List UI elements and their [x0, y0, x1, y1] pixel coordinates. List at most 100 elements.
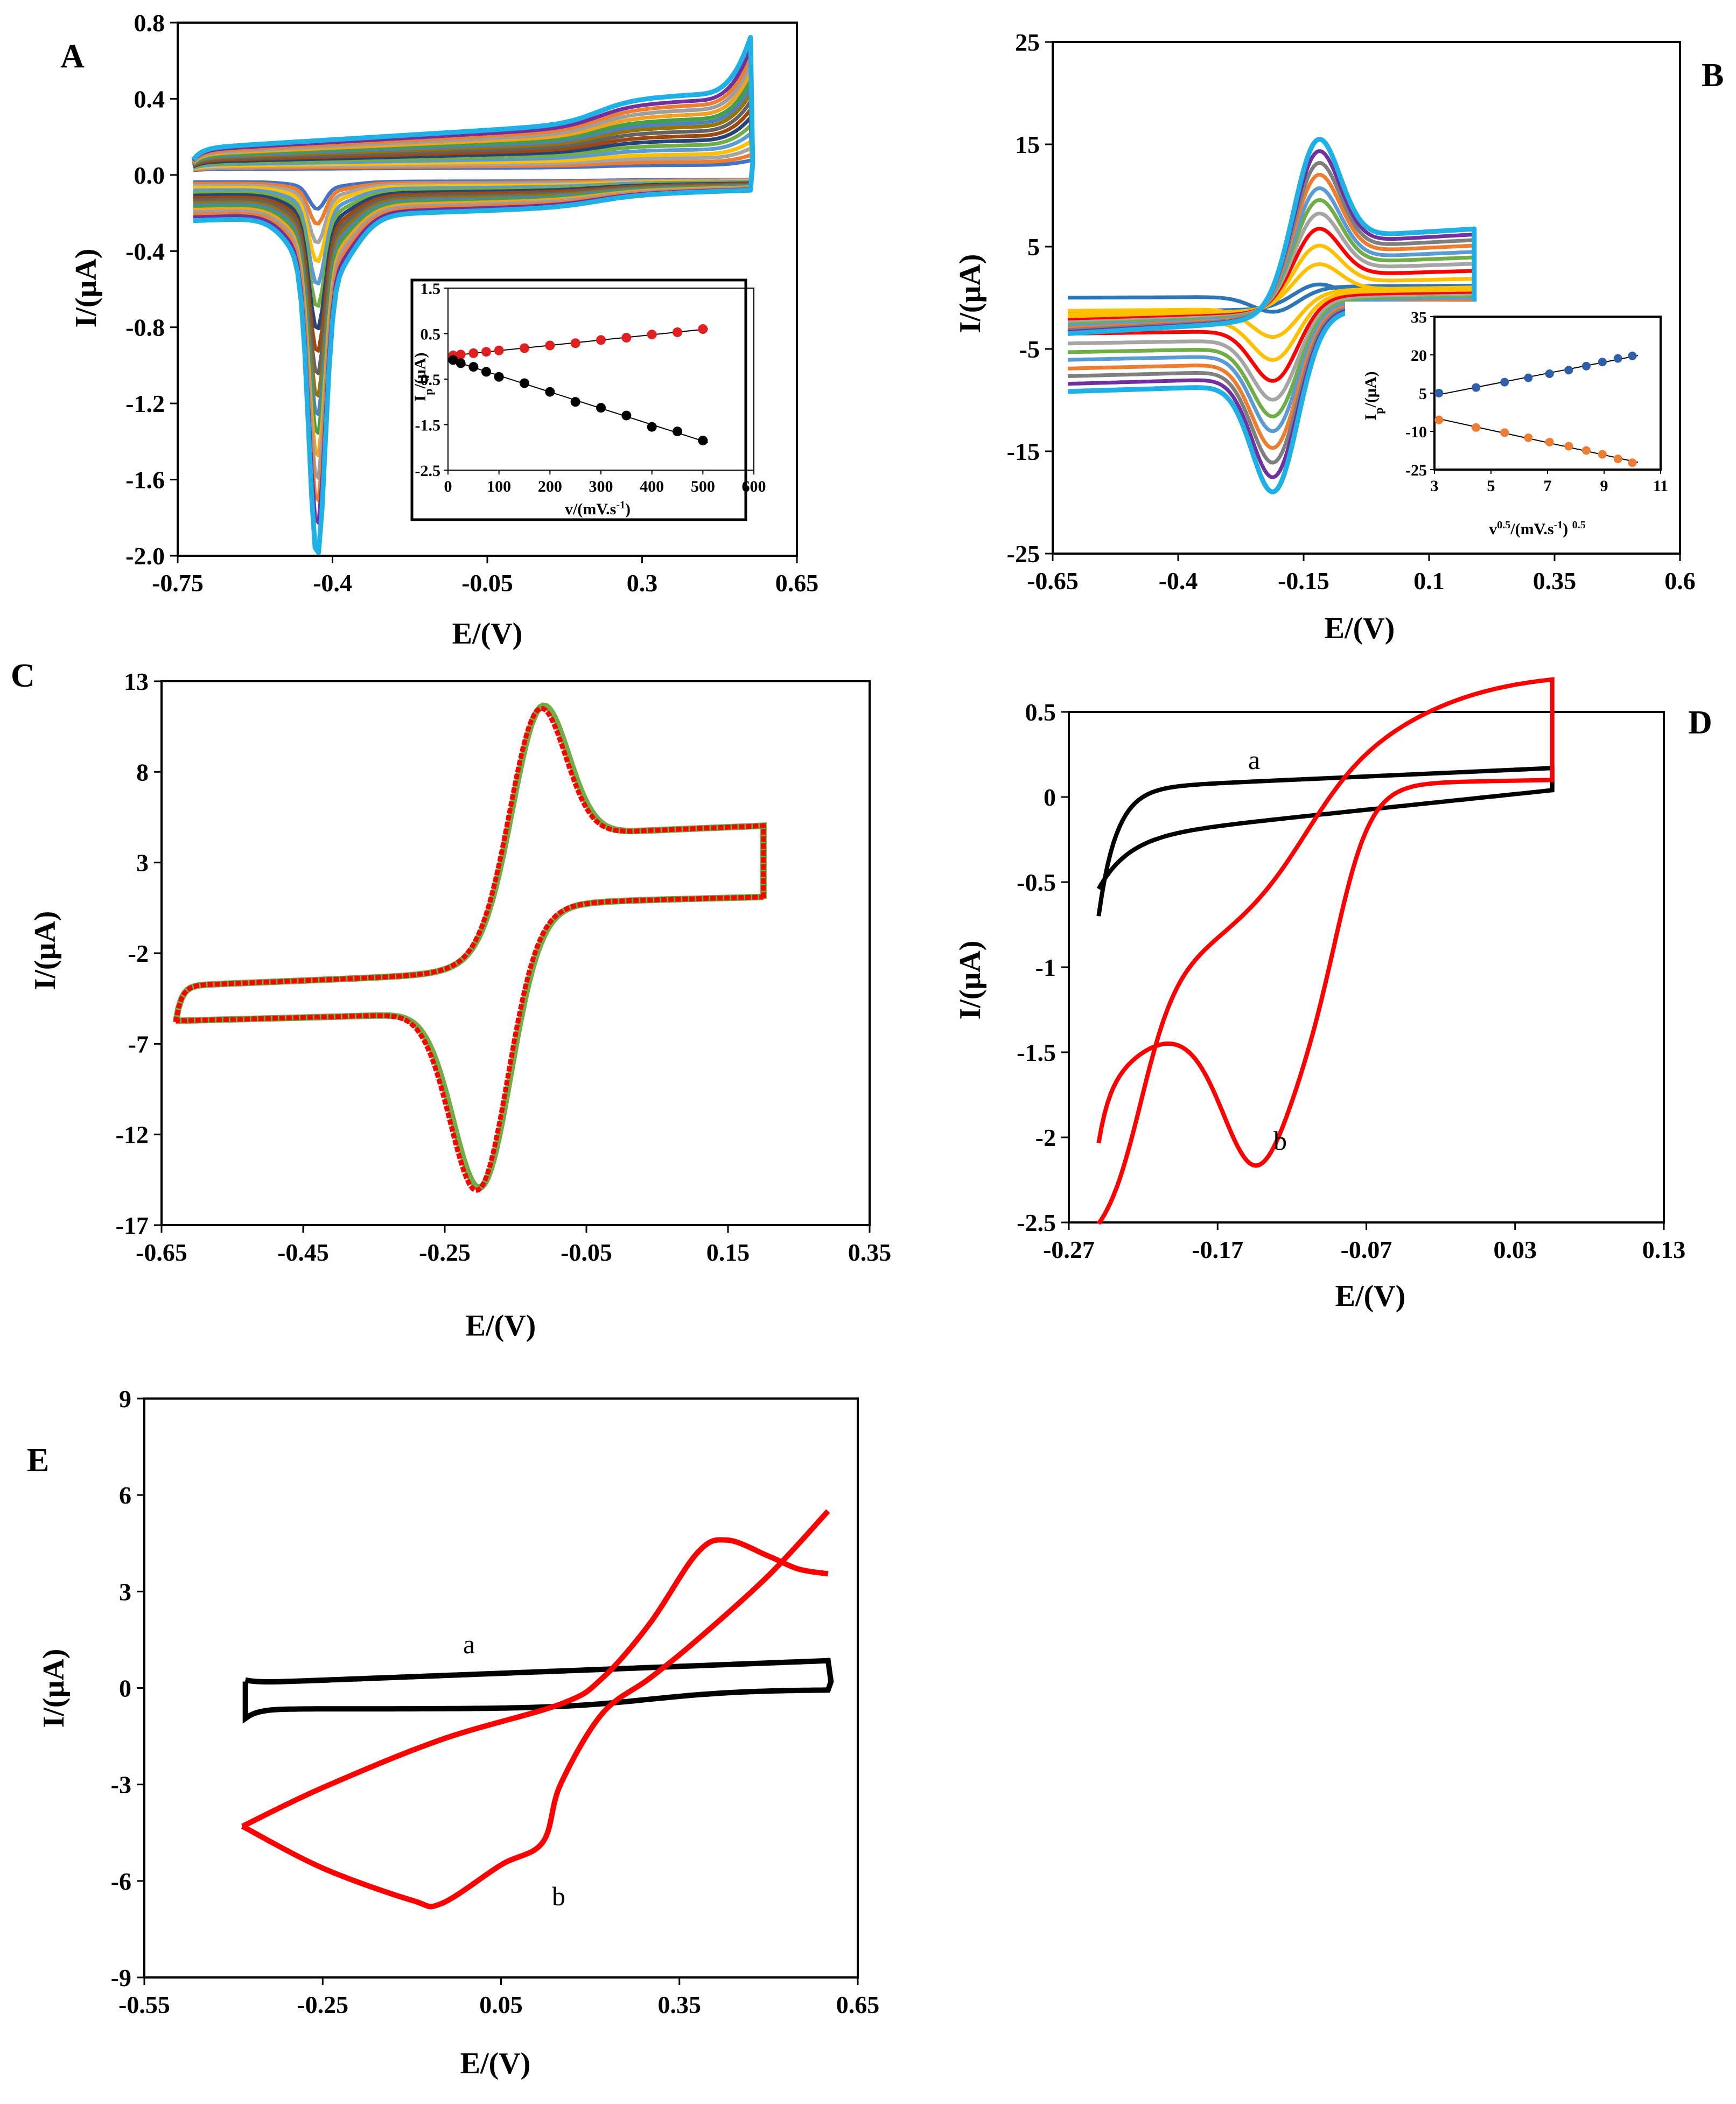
panel-e: 9 6 3 0 -3 -6 -9 -0.55 -0.25 0.05 0.35 0.65 E E/(V…	[27, 1385, 879, 2080]
y-tick-label: 0	[1044, 784, 1056, 811]
y-tick-label: 0	[119, 1675, 131, 1702]
panel-b-x-label: E/(V)	[1325, 612, 1395, 645]
inset-point-anodic	[1500, 378, 1509, 387]
panel-d: 0.5 0 -0.5 -1 -1.5 -2 -2.5 -0.27 -0.17 -0.07 0.03…	[954, 677, 1712, 1313]
y-tick-label: 3	[119, 1578, 131, 1605]
inset-x-tick-label: 600	[742, 478, 766, 495]
panel-e-curves	[241, 1509, 834, 1910]
inset-point-anodic	[456, 349, 466, 360]
panel-c-y-label: I/(μA)	[29, 911, 62, 990]
cv-curve-a	[242, 1658, 834, 1724]
x-tick-label: -0.4	[1159, 567, 1198, 595]
x-tick-label: -0.27	[1043, 1236, 1095, 1263]
inset-point-cathodic	[1434, 415, 1444, 424]
x-tick-label: 0.35	[1533, 567, 1577, 595]
inset-x-tick-label: 5	[1487, 477, 1495, 495]
panel-a: 0.80.40.0-0.4-0.8-1.2-1.6-2.0 -0.75 -0.4 -…	[60, 9, 818, 651]
y-tick-label: 0.4	[134, 85, 165, 113]
panel-d-curve-label-b: b	[1273, 1126, 1287, 1156]
cv-curve-b-forward	[241, 1537, 829, 1829]
inset-point-cathodic	[468, 362, 479, 372]
inset-point-cathodic	[570, 397, 580, 407]
panel-a-letter: A	[60, 38, 85, 75]
inset-point-anodic	[520, 343, 529, 353]
inset-point-cathodic	[456, 358, 466, 368]
inset-point-anodic	[673, 327, 682, 337]
inset-point-anodic	[494, 345, 504, 355]
y-tick-label: -2.5	[1017, 1209, 1056, 1236]
y-tick-label: 8	[136, 758, 149, 786]
inset-x-tick-label: 0	[444, 478, 452, 495]
y-tick-label: -0.4	[125, 237, 165, 265]
inset-point-anodic	[1472, 383, 1481, 392]
inset-point-cathodic	[1524, 433, 1533, 442]
cv-curve-b	[1096, 677, 1555, 1225]
panel-d-plot-area	[1068, 711, 1665, 1224]
panel-d-y-ticks: 0.5 0 -0.5 -1 -1.5 -2 -2.5	[1017, 698, 1069, 1236]
inset-point-anodic	[570, 338, 580, 348]
panel-b-y-ticks: 25 15 5 -5 -15 -25	[1007, 29, 1053, 568]
panel-d-x-ticks: -0.27 -0.17 -0.07 0.03 0.13	[1043, 1222, 1685, 1263]
y-tick-label: -2	[128, 940, 149, 967]
inset-point-anodic	[545, 340, 555, 351]
inset-point-cathodic	[1472, 423, 1481, 432]
y-tick-label: -1.2	[125, 390, 165, 417]
x-tick-label: -0.25	[297, 1991, 348, 2018]
cv-curve-b-reverse	[241, 1509, 830, 1910]
x-tick-label: 0.35	[848, 1239, 892, 1266]
cv-curve-s11	[1067, 137, 1477, 494]
x-tick-label: -0.4	[313, 569, 352, 597]
y-tick-label: -0.5	[1017, 869, 1056, 896]
y-tick-label: -12	[116, 1121, 149, 1149]
y-tick-label: 25	[1015, 29, 1040, 56]
panel-a-x-ticks: -0.75 -0.4 -0.05 0.3 0.65	[152, 556, 818, 597]
panel-e-curve-label-a: a	[463, 1629, 475, 1659]
panel-c: 13 8 3 -2 -7 -12 -17 -0.65 -0.45 -0.25 -0.05 0.15 0…	[11, 658, 891, 1343]
inset-point-cathodic	[1598, 450, 1607, 459]
y-tick-label: 13	[124, 668, 149, 695]
inset-y-tick-label: -0.5	[415, 371, 441, 389]
panel-c-curves	[172, 702, 767, 1193]
x-tick-label: 0.65	[836, 1991, 880, 2018]
x-tick-label: 0.15	[706, 1239, 750, 1266]
x-tick-label: 0.35	[658, 1991, 702, 2018]
inset-point-anodic	[1545, 369, 1554, 379]
x-tick-label: -0.45	[277, 1239, 329, 1266]
inset-x-tick-label: 200	[538, 478, 562, 495]
y-tick-label: -3	[111, 1771, 131, 1799]
inset-y-tick-label: 5	[1419, 385, 1427, 403]
panel-d-curve-label-a: a	[1248, 745, 1260, 775]
inset-point-cathodic	[1545, 437, 1554, 446]
x-tick-label: -0.75	[152, 569, 204, 597]
panel-a-curves	[191, 34, 755, 555]
panel-d-x-label: E/(V)	[1335, 1280, 1406, 1313]
inset-point-cathodic	[494, 372, 504, 382]
panel-c-letter: C	[11, 658, 35, 694]
x-tick-label: -0.07	[1341, 1236, 1392, 1263]
x-tick-label: -0.65	[136, 1239, 187, 1266]
inset-point-cathodic	[1628, 458, 1637, 467]
inset-point-anodic	[647, 330, 657, 340]
y-tick-label: 5	[1027, 233, 1040, 261]
y-tick-label: -1	[1035, 954, 1056, 981]
inset-y-tick-label: -2.5	[415, 462, 441, 480]
x-tick-label: 0.03	[1494, 1236, 1537, 1263]
panel-e-y-ticks: 9 6 3 0 -3 -6 -9	[111, 1385, 144, 1991]
inset-y-tick-label: 0.5	[421, 326, 441, 344]
inset-point-anodic	[1434, 389, 1444, 397]
inset-point-cathodic	[1613, 455, 1622, 464]
panel-d-curves	[1096, 677, 1555, 1225]
inset-point-cathodic	[545, 387, 555, 397]
panel-a-y-ticks: 0.8 0.4 0.0 -0.4 -0.8 -1.2 -1.6 -2.0	[125, 9, 178, 570]
panel-b: 25 15 5 -5 -15 -25 -0.65 -0.4 -0.15 0.1 0.35 0.6 B…	[954, 29, 1724, 645]
inset-x-tick-label: 7	[1544, 477, 1552, 495]
y-tick-label: -1.5	[1017, 1039, 1056, 1066]
inset-x-tick-label: 11	[1653, 477, 1668, 495]
y-tick-label: -5	[1019, 335, 1040, 363]
x-tick-label: 0.6	[1664, 567, 1696, 595]
panel-b-letter: B	[1702, 57, 1724, 94]
inset-x-tick-label: 400	[640, 478, 664, 495]
inset-y-tick-label: -1.5	[415, 417, 441, 435]
y-tick-label: -9	[111, 1964, 131, 1991]
